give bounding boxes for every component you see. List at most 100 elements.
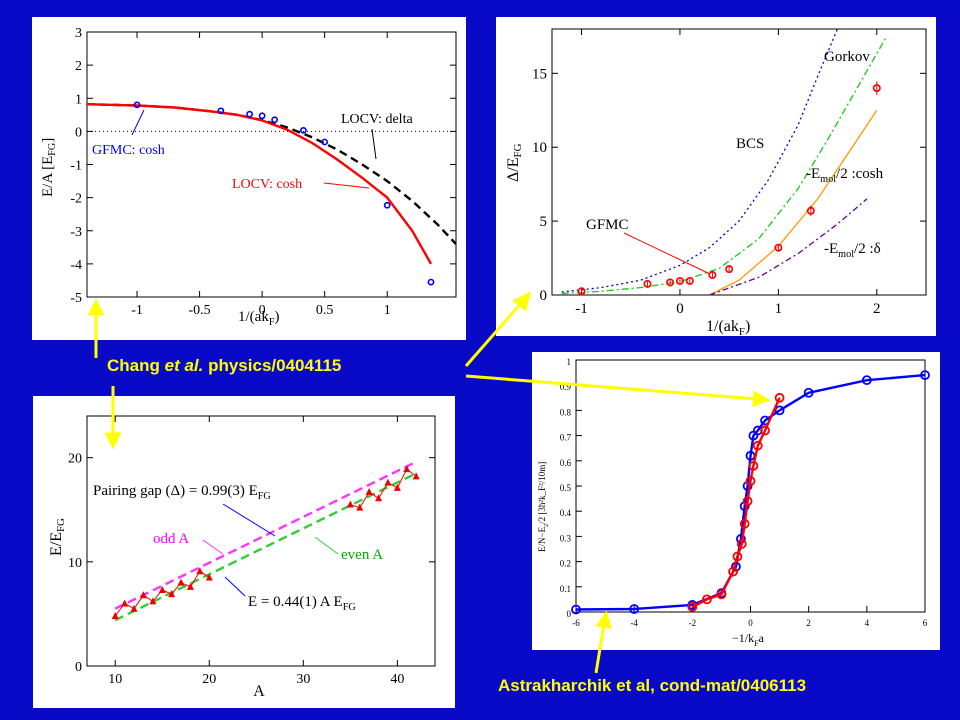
y-tick-label: 0.3 — [560, 533, 572, 543]
y-tick-label: 20 — [68, 452, 82, 467]
point-gfmc-cosh — [321, 138, 329, 146]
plot-frame — [86, 31, 457, 298]
energy-chart: -1 -0.5 0 0.5 1 -5 -4 -3 -2 -1 0 1 2 3 1/(akF) E/A [EFG… — [40, 26, 457, 328]
annotation-even-a: even A — [341, 547, 383, 563]
annotation-bcs: BCS — [736, 136, 764, 152]
point-gfmc-triangle — [139, 591, 147, 599]
y-tick-label: -3 — [70, 225, 82, 240]
point-blue — [774, 405, 785, 416]
point-gfmc — [774, 243, 783, 252]
chang-citation: Chang et al. physics/0404115 — [107, 356, 341, 376]
point-red — [732, 551, 743, 562]
point-gfmc-triangle — [196, 567, 204, 575]
x-axis-label: A — [253, 683, 265, 700]
series-bcs — [561, 28, 839, 293]
annotation-locv-cosh: LOCV: cosh — [232, 177, 302, 192]
x-tick-label: 2 — [806, 618, 811, 628]
pointer-odd-a — [202, 539, 224, 555]
point-gfmc — [685, 276, 694, 285]
pairing-chart-panel: 10 20 30 40 0 10 20 A E/EFG Pairing gap (Δ) = 0.9… — [33, 396, 455, 708]
point-gfmc-triangle — [168, 590, 176, 598]
point-gfmc-triangle — [356, 503, 364, 511]
x-tick-label: 10 — [108, 672, 122, 687]
plot-frame — [86, 415, 436, 667]
astrakharchik-citation: Astrakharchik et al, cond-mat/0406113 — [498, 676, 807, 695]
annotation-e-fit: E = 0.44(1) A EFG — [248, 594, 356, 613]
x-axis-label: −1/kFa — [732, 631, 765, 648]
x-tick-label: 1 — [384, 303, 391, 318]
point-gfmc-triangle — [365, 488, 373, 496]
y-tick-label: 0.2 — [560, 559, 571, 569]
point-red — [736, 539, 747, 549]
pointer-gfmc-cosh — [131, 109, 145, 136]
point-gfmc-cosh — [299, 126, 307, 134]
x-tick-label: 30 — [296, 672, 310, 687]
point-blue — [571, 604, 581, 615]
series-blue-line — [575, 373, 926, 611]
y-tick-label: 0.8 — [560, 407, 572, 417]
annotation-gfmc-cosh: GFMC: cosh — [92, 143, 165, 158]
chang-reference: physics/0404115 — [203, 356, 342, 375]
point-blue — [803, 387, 814, 398]
point-gfmc-triangle — [130, 604, 138, 612]
y-tick-label: 0.9 — [560, 382, 572, 392]
point-gfmc-cosh — [271, 116, 279, 124]
annotation-odd-a: odd A — [153, 531, 189, 547]
annotation-emol-cosh: -Emol/2 :cosh — [806, 166, 884, 185]
y-tick-label: 3 — [75, 26, 82, 41]
pairing-chart: 10 20 30 40 0 10 20 A E/EFG Pairing gap (Δ) = 0.9… — [48, 415, 436, 700]
x-tick-label: 20 — [202, 672, 216, 687]
point-gfmc-cosh — [427, 278, 435, 286]
point-gfmc-triangle — [111, 612, 119, 619]
y-tick-label: 1 — [75, 92, 82, 107]
annotation-emol-delta: -Emol/2 :δ — [824, 241, 881, 260]
point-gfmc-triangle — [205, 573, 213, 581]
crossover-chart-panel: -6 -4 -2 0 2 4 6 0 0.1 0.2 0.3 0.4 0.5 0.6 0.7 0.8 0.9 1 −… — [532, 352, 940, 650]
y-tick-label: -1 — [70, 159, 82, 174]
point-red — [760, 425, 770, 436]
chang-etal: et al. — [164, 356, 204, 375]
point-red — [742, 496, 753, 507]
x-tick-label: 6 — [923, 618, 928, 628]
y-tick-label: 0 — [567, 609, 572, 619]
annotation-gfmc: GFMC — [586, 217, 629, 233]
point-blue — [629, 604, 640, 614]
x-tick-label: 0.5 — [316, 303, 334, 318]
point-red — [739, 518, 750, 529]
y-tick-label: 5 — [540, 214, 548, 230]
x-tick-label: 40 — [390, 672, 404, 687]
y-tick-label: 0 — [75, 660, 82, 675]
y-tick-label: 10 — [532, 140, 547, 156]
point-red — [748, 460, 759, 471]
x-axis-label: 1/(akF) — [706, 318, 750, 336]
x-tick-label: 0 — [676, 301, 684, 317]
y-tick-label: 0 — [540, 288, 548, 304]
x-tick-label: -6 — [572, 618, 580, 628]
point-gfmc — [872, 84, 881, 93]
point-red — [701, 594, 712, 605]
y-tick-label: 0.1 — [560, 584, 571, 594]
point-gfmc — [577, 287, 586, 296]
series-gorkov — [561, 36, 888, 295]
pointer-locv-cosh — [323, 182, 370, 189]
point-red — [728, 566, 738, 577]
y-tick-label: 0.6 — [560, 458, 572, 468]
point-gfmc-cosh — [133, 101, 141, 109]
point-gfmc-triangle — [158, 585, 166, 593]
point-blue — [742, 481, 753, 491]
y-axis-label: E/A [EFG] — [40, 138, 58, 197]
x-tick-label: 0 — [748, 618, 753, 628]
series-locv-cosh — [86, 103, 433, 265]
point-gfmc-triangle — [149, 597, 157, 605]
point-red — [752, 440, 763, 451]
series-emol-delta — [709, 198, 868, 296]
pointer-e-fit — [224, 576, 246, 597]
energy-chart-panel: -1 -0.5 0 0.5 1 -5 -4 -3 -2 -1 0 1 2 3 1/(akF) E/A [EFG… — [32, 17, 466, 340]
y-tick-label: 1 — [567, 357, 572, 367]
y-tick-label: 10 — [68, 556, 82, 571]
y-tick-label: 0.5 — [560, 483, 572, 493]
point-gfmc-triangle — [177, 578, 185, 586]
x-tick-label: -4 — [630, 618, 638, 628]
pointer-pairing-gap — [222, 503, 276, 537]
point-gfmc-cosh — [217, 107, 225, 115]
